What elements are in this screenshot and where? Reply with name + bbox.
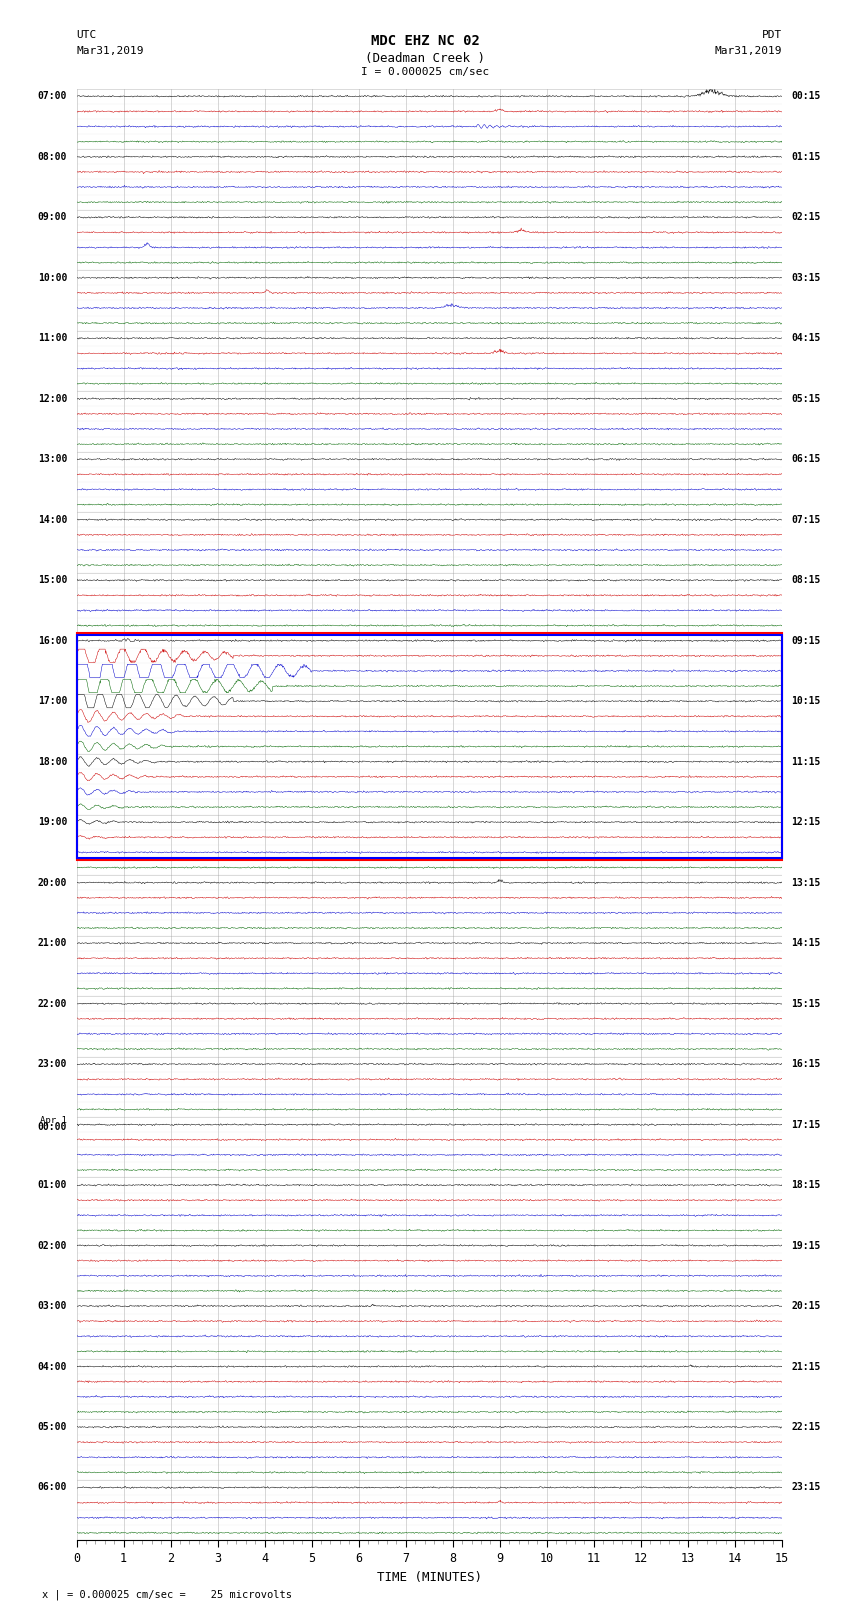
- Text: (Deadman Creek ): (Deadman Creek ): [365, 52, 485, 65]
- Text: 07:15: 07:15: [791, 515, 821, 524]
- Text: Mar31,2019: Mar31,2019: [76, 47, 144, 56]
- Text: 00:00: 00:00: [37, 1121, 67, 1132]
- Text: 19:00: 19:00: [37, 818, 67, 827]
- Text: 07:00: 07:00: [37, 92, 67, 102]
- Text: 04:15: 04:15: [791, 334, 821, 344]
- Text: 15:15: 15:15: [791, 998, 821, 1008]
- Text: 03:00: 03:00: [37, 1302, 67, 1311]
- Text: 08:00: 08:00: [37, 152, 67, 161]
- Text: 20:00: 20:00: [37, 877, 67, 887]
- Text: 06:00: 06:00: [37, 1482, 67, 1492]
- Text: 05:00: 05:00: [37, 1423, 67, 1432]
- Text: 13:15: 13:15: [791, 877, 821, 887]
- Bar: [76, 634, 782, 860]
- Text: 21:15: 21:15: [791, 1361, 821, 1371]
- Text: 04:00: 04:00: [37, 1361, 67, 1371]
- Text: 23:15: 23:15: [791, 1482, 821, 1492]
- Text: 00:15: 00:15: [791, 92, 821, 102]
- Text: 05:15: 05:15: [791, 394, 821, 403]
- Text: 16:00: 16:00: [37, 636, 67, 645]
- Text: I = 0.000025 cm/sec: I = 0.000025 cm/sec: [361, 68, 489, 77]
- Text: 02:00: 02:00: [37, 1240, 67, 1250]
- Text: 22:00: 22:00: [37, 998, 67, 1008]
- Text: 12:15: 12:15: [791, 818, 821, 827]
- Text: UTC: UTC: [76, 31, 97, 40]
- Text: MDC EHZ NC 02: MDC EHZ NC 02: [371, 34, 479, 48]
- Text: 01:00: 01:00: [37, 1181, 67, 1190]
- Text: 18:00: 18:00: [37, 756, 67, 766]
- Text: 10:00: 10:00: [37, 273, 67, 282]
- Text: 11:00: 11:00: [37, 334, 67, 344]
- Text: 14:00: 14:00: [37, 515, 67, 524]
- Text: 09:00: 09:00: [37, 213, 67, 223]
- Text: 15:00: 15:00: [37, 576, 67, 586]
- Text: 20:15: 20:15: [791, 1302, 821, 1311]
- Text: 09:15: 09:15: [791, 636, 821, 645]
- Text: 19:15: 19:15: [791, 1240, 821, 1250]
- Text: PDT: PDT: [762, 31, 782, 40]
- Text: 02:15: 02:15: [791, 213, 821, 223]
- Text: 01:15: 01:15: [791, 152, 821, 161]
- Text: 22:15: 22:15: [791, 1423, 821, 1432]
- Text: 11:15: 11:15: [791, 756, 821, 766]
- Text: 10:15: 10:15: [791, 697, 821, 706]
- X-axis label: TIME (MINUTES): TIME (MINUTES): [377, 1571, 482, 1584]
- Bar: [76, 634, 782, 858]
- Text: Apr 1: Apr 1: [40, 1116, 67, 1126]
- Text: 18:15: 18:15: [791, 1181, 821, 1190]
- Text: 16:15: 16:15: [791, 1060, 821, 1069]
- Text: 17:15: 17:15: [791, 1119, 821, 1129]
- Text: Mar31,2019: Mar31,2019: [715, 47, 782, 56]
- Text: 13:00: 13:00: [37, 455, 67, 465]
- Text: 06:15: 06:15: [791, 455, 821, 465]
- Text: 21:00: 21:00: [37, 939, 67, 948]
- Text: 17:00: 17:00: [37, 697, 67, 706]
- Text: 08:15: 08:15: [791, 576, 821, 586]
- Text: 03:15: 03:15: [791, 273, 821, 282]
- Text: x | = 0.000025 cm/sec =    25 microvolts: x | = 0.000025 cm/sec = 25 microvolts: [42, 1589, 292, 1600]
- Text: 12:00: 12:00: [37, 394, 67, 403]
- Text: 23:00: 23:00: [37, 1060, 67, 1069]
- Text: 14:15: 14:15: [791, 939, 821, 948]
